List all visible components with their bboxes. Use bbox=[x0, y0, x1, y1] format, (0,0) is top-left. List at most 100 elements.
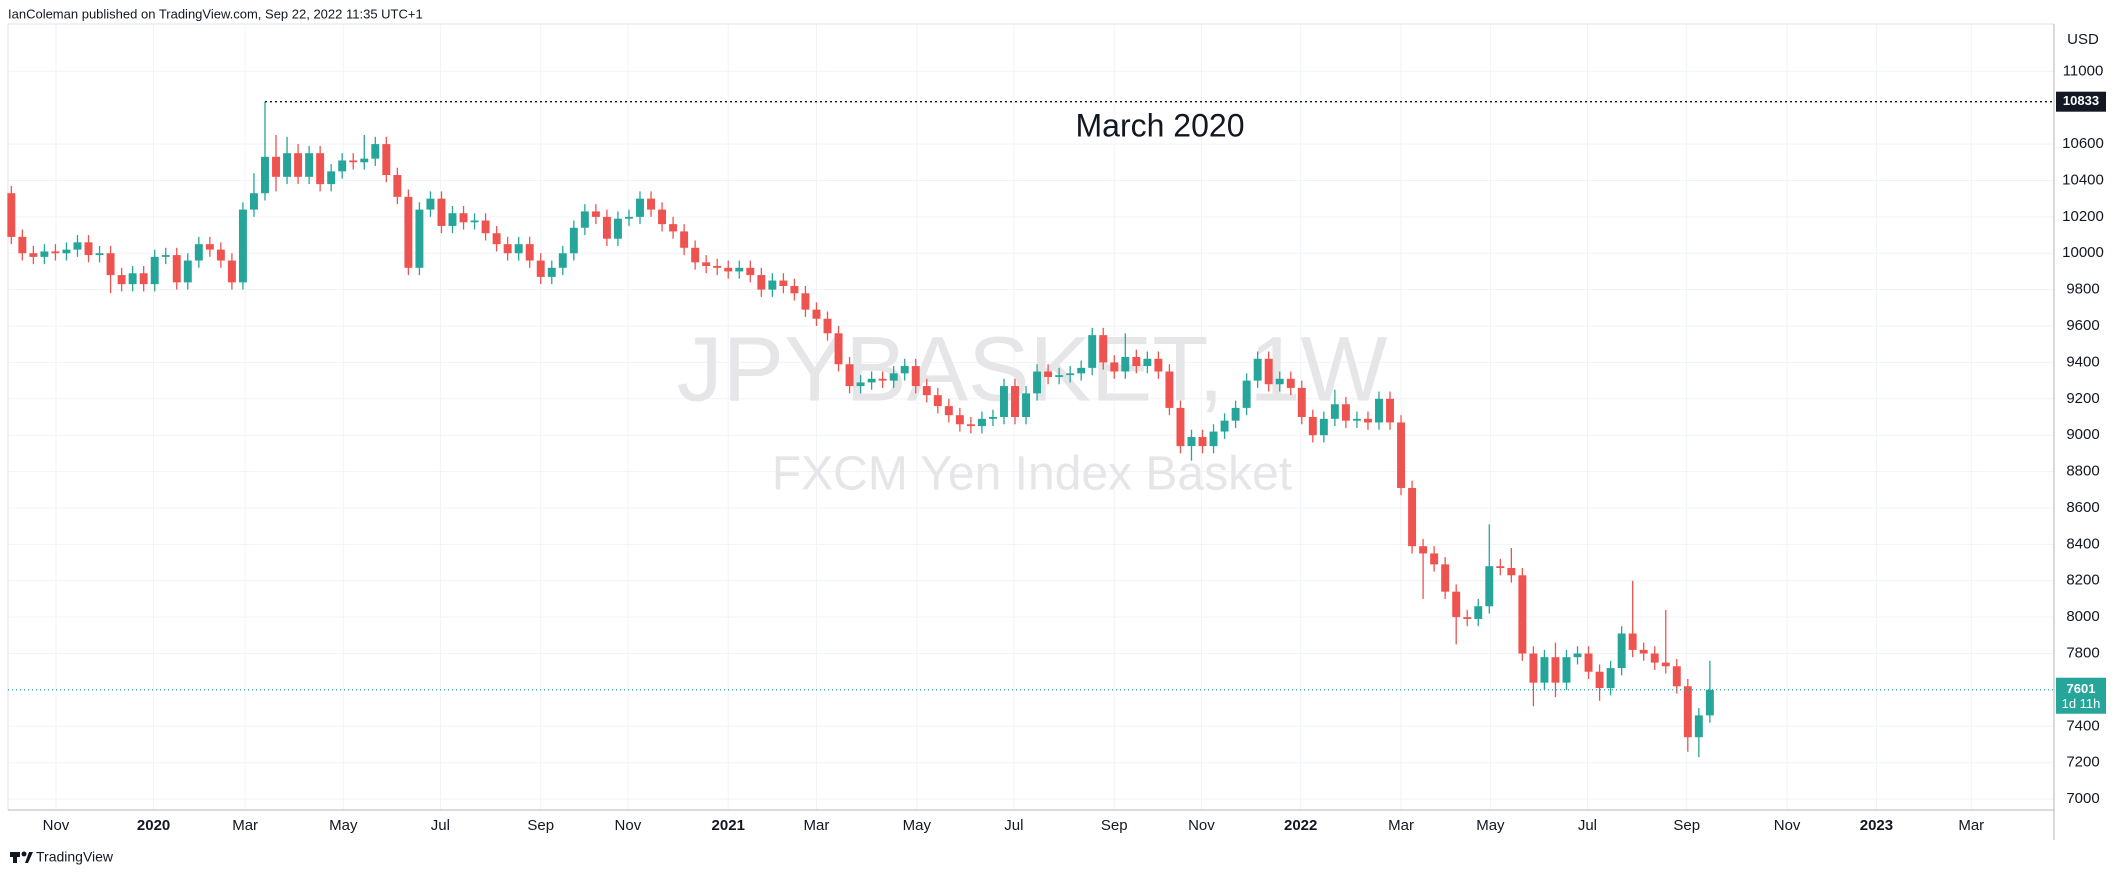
candle-body bbox=[1198, 437, 1207, 447]
candle-body bbox=[7, 193, 16, 237]
candle-body bbox=[338, 160, 347, 172]
candle-body bbox=[1154, 358, 1163, 372]
candle-body bbox=[1297, 387, 1306, 417]
candle-body bbox=[305, 153, 314, 177]
y-tick-label: 9800 bbox=[2066, 281, 2099, 298]
candle-body bbox=[889, 373, 898, 381]
candle-body bbox=[1341, 404, 1350, 421]
candle-body bbox=[29, 253, 38, 257]
candle-body bbox=[591, 211, 600, 217]
watermark-symbol: JPYBASKET, 1W bbox=[677, 318, 1388, 420]
candle-body bbox=[1187, 437, 1196, 447]
y-tick-label: 9200 bbox=[2066, 390, 2099, 407]
x-tick-label: May bbox=[903, 817, 932, 834]
candle-body bbox=[691, 247, 700, 263]
candle-body bbox=[1022, 393, 1031, 417]
candle-body bbox=[18, 236, 27, 254]
y-tick-label: 7800 bbox=[2066, 644, 2099, 661]
candle-body bbox=[547, 267, 556, 277]
candle-body bbox=[823, 318, 832, 334]
candle-body bbox=[205, 244, 214, 250]
candle-body bbox=[194, 244, 203, 261]
candle-body bbox=[1397, 422, 1406, 488]
x-tick-label: Nov bbox=[1774, 817, 1801, 834]
high-tag-label: 10833 bbox=[2063, 93, 2099, 108]
candle-body bbox=[669, 224, 678, 232]
candle-body bbox=[1672, 666, 1681, 687]
candle-body bbox=[514, 244, 523, 254]
y-tick-label: 11000 bbox=[2063, 62, 2104, 79]
candle-body bbox=[1352, 418, 1361, 421]
candle-body bbox=[867, 378, 876, 383]
candle-body bbox=[1617, 633, 1626, 669]
candle-body bbox=[1099, 335, 1108, 363]
candle-body bbox=[1518, 575, 1527, 654]
candle-body bbox=[856, 382, 865, 387]
candle-body bbox=[349, 160, 358, 163]
candle-body bbox=[1319, 418, 1328, 436]
candle-body bbox=[1121, 356, 1130, 372]
last-price-tag bbox=[2056, 677, 2106, 714]
candle-body bbox=[911, 366, 920, 387]
candle-body bbox=[702, 262, 711, 266]
candle-body bbox=[1386, 398, 1394, 423]
candle-body bbox=[40, 251, 49, 257]
candle-body bbox=[294, 153, 303, 177]
candle-body bbox=[636, 198, 644, 217]
candle-body bbox=[613, 218, 622, 239]
x-tick-label: Jul bbox=[431, 817, 450, 834]
y-tick-label: 10600 bbox=[2062, 135, 2104, 152]
candle-body bbox=[459, 213, 468, 223]
y-tick-label: 7200 bbox=[2066, 754, 2099, 771]
x-tick-label: May bbox=[1476, 817, 1505, 834]
x-tick-label: May bbox=[329, 817, 358, 834]
x-tick-label: 2022 bbox=[1284, 817, 1317, 834]
candle-body bbox=[900, 366, 909, 374]
logo-mark bbox=[13, 852, 17, 863]
candle-body bbox=[966, 424, 975, 427]
candle-body bbox=[1242, 380, 1251, 408]
candle-body bbox=[1330, 404, 1339, 419]
x-tick-label: Mar bbox=[1388, 817, 1414, 834]
candle-body bbox=[1132, 356, 1141, 367]
candle-body bbox=[1529, 653, 1538, 683]
candle-body bbox=[470, 220, 479, 223]
candle-body bbox=[492, 233, 501, 245]
candle-body bbox=[360, 158, 369, 163]
candle-body bbox=[161, 255, 170, 257]
candle-body bbox=[415, 209, 424, 268]
candle-body bbox=[680, 231, 689, 248]
candle-body bbox=[558, 253, 567, 268]
y-tick-label: 9000 bbox=[2066, 426, 2099, 443]
candle-body bbox=[1033, 371, 1042, 394]
candle-body bbox=[1507, 568, 1516, 576]
candle-body bbox=[216, 249, 225, 261]
candle-body bbox=[779, 280, 788, 286]
x-tick-label: Jul bbox=[1578, 817, 1597, 834]
y-tick-label: 8600 bbox=[2066, 499, 2099, 516]
candle-body bbox=[382, 144, 391, 176]
candle-body bbox=[1110, 362, 1119, 372]
candle-body bbox=[1308, 417, 1317, 436]
candle-body bbox=[977, 418, 986, 427]
candle-body bbox=[525, 244, 534, 261]
candle-body bbox=[1540, 657, 1549, 683]
candle-body bbox=[569, 227, 578, 254]
candle-body bbox=[1496, 566, 1505, 569]
candle-body bbox=[713, 265, 722, 268]
y-tick-label: 10400 bbox=[2062, 171, 2104, 188]
candle-body bbox=[106, 253, 115, 276]
footer-brand: TradingView bbox=[36, 849, 114, 865]
candle-body bbox=[117, 275, 126, 285]
x-tick-label: Nov bbox=[43, 817, 70, 834]
candle-body bbox=[1694, 715, 1703, 738]
candle-body bbox=[272, 156, 280, 177]
candle-body bbox=[801, 293, 810, 310]
y-tick-label: 10000 bbox=[2062, 244, 2104, 261]
candle-body bbox=[757, 275, 766, 290]
candle-body bbox=[426, 198, 435, 210]
countdown-label: 1d 11h bbox=[2062, 696, 2101, 711]
candle-body bbox=[437, 198, 446, 226]
candle-body bbox=[1176, 407, 1185, 447]
